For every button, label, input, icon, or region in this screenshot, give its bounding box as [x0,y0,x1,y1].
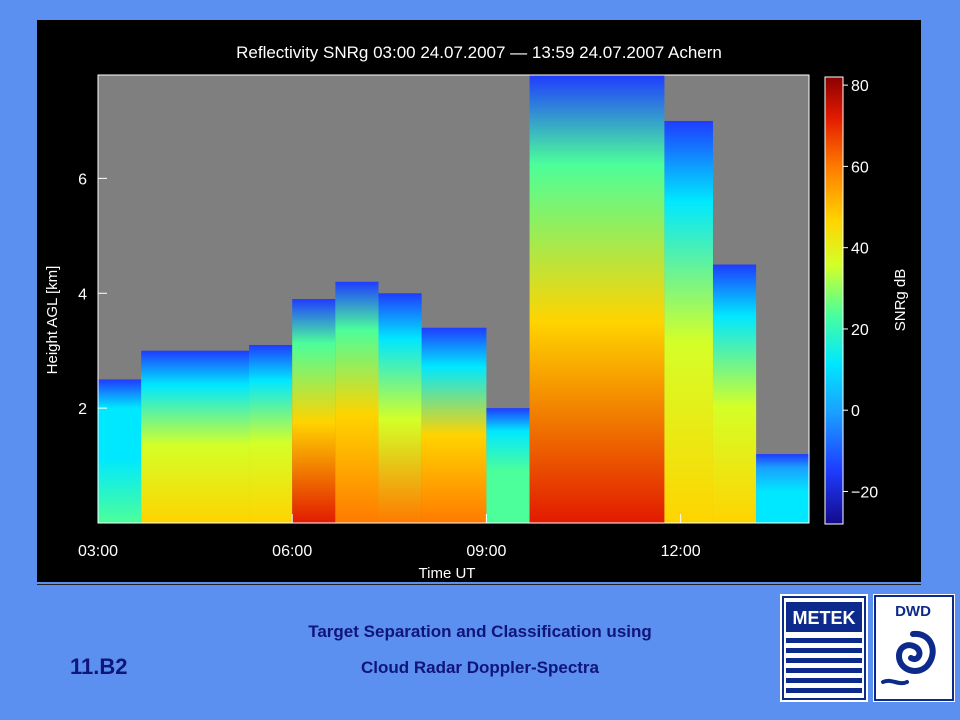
echo-column [141,350,250,523]
footer-title-line1: Target Separation and Classification usi… [308,622,652,641]
echo-column [529,75,665,523]
x-tick-label: 09:00 [466,543,506,560]
echo-column [421,327,487,523]
separator-line [37,584,921,585]
x-tick-label: 06:00 [272,543,312,560]
echo-column [712,264,757,523]
y-tick-label: 2 [78,401,87,418]
echo-column [249,344,293,523]
y-tick-label: 4 [78,286,87,303]
slide-code: 11.B2 [70,654,128,679]
y-axis-label: Height AGL [km] [44,266,61,375]
y-tick-label: 6 [78,171,87,188]
x-tick-label: 03:00 [78,543,118,560]
radar-plot-panel: Reflectivity SNRg 03:00 24.07.2007 — 13:… [37,20,921,582]
metek-logo: METEK [780,594,868,702]
echo-column [756,454,809,523]
echo-column [378,293,422,523]
chart-title: Reflectivity SNRg 03:00 24.07.2007 — 13:… [236,43,722,62]
footer-title-line2: Cloud Radar Doppler-Spectra [360,658,600,677]
colorbar [824,76,844,525]
echo-column [486,408,530,523]
axes: 03:00 06:00 09:00 12:00 2 4 6 [78,74,810,560]
echo-column [335,281,379,523]
x-axis-label: Time UT [419,565,476,582]
wave-icon [881,678,909,686]
colorbar-ticks: 80 60 40 20 0 −20 [843,78,878,501]
x-tick-label: 12:00 [661,543,701,560]
echo-column [292,299,336,523]
colorbar-tick-label: 20 [851,322,869,339]
colorbar-tick-label: 0 [851,403,860,420]
dwd-logo: DWD [873,594,955,702]
radar-heatmap: Reflectivity SNRg 03:00 24.07.2007 — 13:… [44,43,909,582]
colorbar-tick-label: 80 [851,78,869,95]
echo-column [98,379,142,523]
colorbar-tick-label: −20 [851,484,878,501]
metek-logo-text: METEK [793,608,856,628]
plot-frame [97,74,810,524]
dwd-logo-text: DWD [895,603,931,620]
colorbar-tick-label: 40 [851,241,869,258]
dwd-swirl-icon [895,630,936,674]
echo-columns [98,75,809,523]
colorbar-label: SNRg dB [892,269,909,332]
colorbar-tick-label: 60 [851,159,869,176]
echo-column [664,120,713,523]
